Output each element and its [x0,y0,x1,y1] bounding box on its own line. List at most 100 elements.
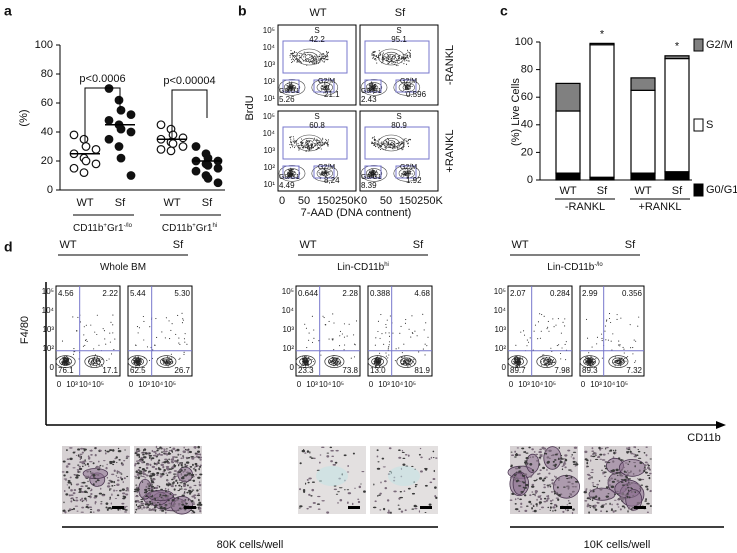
event [399,143,401,145]
cell [153,450,157,453]
event [295,52,297,54]
cell [145,501,149,503]
y-tick-label: 80 [521,64,533,76]
cell [326,455,330,458]
event [605,320,608,322]
cell [151,502,154,505]
cell [571,486,575,488]
cell [70,500,73,503]
gate-name: G2/M [400,164,417,171]
event [95,361,97,363]
cell [199,473,203,476]
cell [592,486,597,488]
cell [566,485,570,488]
cell [514,456,517,458]
cell [188,479,192,481]
event [406,88,408,90]
cell [194,456,196,458]
cell [373,483,375,486]
event [403,59,405,61]
cell [627,487,630,489]
event [518,360,520,362]
cell [190,490,193,493]
cell [75,455,78,457]
event [385,355,387,357]
cell [161,472,165,476]
cell [594,454,597,456]
event [621,359,623,361]
event [622,346,624,349]
cell [598,480,601,482]
event [309,149,311,151]
cell [193,494,197,497]
cell [520,490,524,493]
cell [197,498,200,502]
annotation: p<0.0006 [79,73,125,85]
cell [529,475,533,478]
gate-value: 5.26 [279,95,295,104]
cell [304,482,307,485]
event [323,171,325,173]
event [292,87,294,89]
event [404,57,406,59]
cell [182,450,186,453]
cell [70,489,73,492]
contour [287,170,297,177]
event [329,88,331,90]
cell [346,471,350,473]
event [412,361,414,363]
cell [159,473,162,475]
y-tick-label: 20 [521,146,533,158]
event [368,88,371,90]
event [299,144,301,146]
cell [179,479,182,481]
cell [605,486,609,489]
cell [168,458,170,461]
event [310,146,312,148]
x-tick-label: 0 [369,380,374,389]
cell [111,493,113,496]
cell [388,447,392,450]
event [343,349,345,351]
event [321,53,324,55]
cell [428,458,431,461]
event [515,356,517,358]
event [294,142,296,144]
cell [63,501,65,504]
cell [553,490,556,493]
x-tick-label: 0 [297,380,302,389]
cell [112,463,115,466]
cell [618,497,623,500]
cell [87,475,90,478]
event [373,136,376,138]
cell [147,493,150,496]
cell [119,509,122,511]
event [601,357,603,359]
event [380,313,382,316]
event [294,54,296,56]
event [380,145,383,148]
cell [347,465,349,467]
data-point [156,144,166,154]
cell [189,486,192,489]
cell [162,494,164,497]
cell [92,462,95,465]
event [369,89,372,91]
event [320,354,322,356]
event [543,315,545,317]
event [303,360,306,363]
cell [620,468,624,471]
cell [633,453,636,455]
event [378,50,380,52]
cell [424,467,428,470]
cell [148,452,151,455]
cell [188,472,192,475]
cell [165,483,169,486]
cell [339,498,343,502]
event [422,313,424,315]
event [399,145,401,147]
cell [157,466,160,470]
cell [624,494,628,496]
event [527,341,530,343]
cell [173,470,177,472]
